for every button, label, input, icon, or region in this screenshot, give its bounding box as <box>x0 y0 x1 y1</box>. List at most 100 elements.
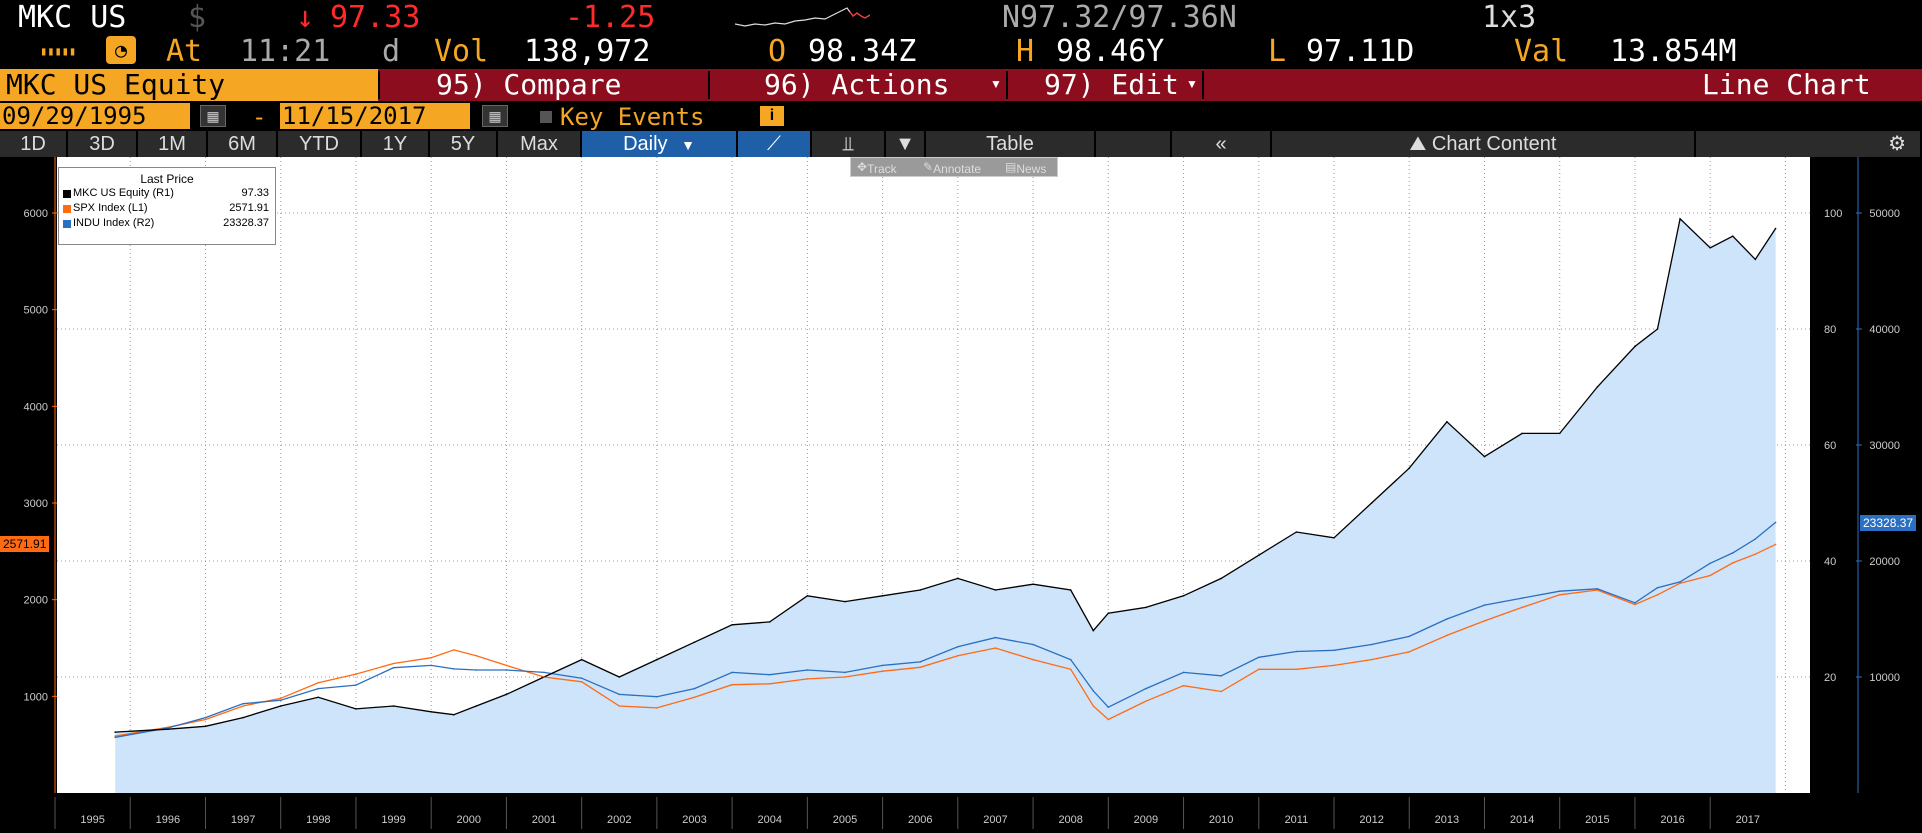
mkc-point <box>430 711 433 713</box>
spx-point <box>1032 658 1034 661</box>
frequency-chevron-icon: ▼ <box>681 137 695 153</box>
chart-style-icon[interactable]: ⫫ <box>812 131 886 157</box>
edit-menu[interactable]: 97) Edit <box>1044 68 1179 101</box>
mkc-point <box>768 621 771 623</box>
mkc-point <box>475 705 478 707</box>
volume-value: 138,972 <box>524 34 651 69</box>
spx-point <box>1774 543 1777 546</box>
x-tick-label: 2015 <box>1585 814 1609 826</box>
range-max-button[interactable]: Max <box>498 131 582 157</box>
mkc-point <box>1634 345 1636 348</box>
x-tick-label: 2007 <box>983 814 1007 826</box>
range-3d-button[interactable]: 3D <box>68 131 138 157</box>
start-date-input[interactable]: 09/29/1995 <box>0 103 190 129</box>
mkc-point <box>204 725 207 728</box>
x-tick-label: 2001 <box>532 814 556 826</box>
indu-point <box>1333 649 1335 652</box>
info-icon[interactable]: i <box>760 106 784 126</box>
x-tick-label: 2008 <box>1058 814 1082 826</box>
x-tick-label: 2002 <box>607 814 631 826</box>
chart-legend: Last Price MKC US Equity (R1) 97.33 SPX … <box>58 167 276 245</box>
spx-point <box>994 647 997 649</box>
table-button[interactable]: Table <box>926 131 1096 157</box>
mkc-point <box>1521 432 1523 435</box>
end-calendar-icon[interactable]: ▦ <box>482 105 508 127</box>
actions-menu[interactable]: 96) Actions <box>764 68 950 101</box>
indu-point <box>317 687 320 690</box>
settings-gear-icon[interactable]: ⚙ <box>1696 131 1922 157</box>
x-tick-label: 2000 <box>457 814 481 826</box>
low-label: L <box>1268 34 1287 69</box>
low-value: 97.11D <box>1306 34 1415 69</box>
indu-point <box>1408 635 1410 638</box>
time-label: At <box>166 34 203 69</box>
spx-point <box>957 654 959 657</box>
indu-last-tag: 23328.37 <box>1860 515 1917 531</box>
spx-point <box>1295 668 1298 671</box>
indu-point <box>693 687 696 690</box>
indu-point <box>1656 586 1659 589</box>
quote-header: MKC US $ ↓ 97.33 -1.25 N97.32/97.36N 1x3 <box>0 0 1922 35</box>
line-chart-icon[interactable]: ⟋ <box>738 131 812 157</box>
legend-swatch <box>63 190 71 198</box>
legend-name: INDU Index (R2) <box>73 217 155 229</box>
edit-dropdown-icon: ▼ <box>1186 77 1198 91</box>
collapse-icon[interactable]: « <box>1172 131 1272 157</box>
range-5y-button[interactable]: 5Y <box>430 131 498 157</box>
delay-clock-icon[interactable]: ◔ <box>106 36 136 64</box>
indu-point <box>768 673 771 676</box>
mkc-point <box>1295 531 1298 533</box>
key-events-label[interactable]: Key Events <box>560 103 705 131</box>
right-axis-2-tick-label: 20000 <box>1869 556 1900 568</box>
frequency-dropdown[interactable]: Daily ▼ <box>582 131 738 157</box>
mkc-point <box>1220 577 1222 580</box>
spx-point <box>618 705 621 707</box>
chart-content-button[interactable]: ⛰ Chart Content <box>1272 131 1696 157</box>
left-axis-tick-label: 1000 <box>24 691 48 703</box>
range-1m-button[interactable]: 1M <box>138 131 208 157</box>
right-axis-1-tick-label: 80 <box>1824 324 1836 336</box>
indu-point <box>1069 658 1072 661</box>
chart-area[interactable]: 1995 1996 1997 1998 1999 2000 2001 2002 2003 2004… <box>0 157 1922 833</box>
mkc-point <box>242 716 244 719</box>
spacer-panel <box>1096 131 1172 157</box>
spx-point <box>430 656 433 659</box>
end-date-input[interactable]: 11/15/2017 <box>280 103 470 129</box>
mkc-area-fill <box>115 218 1776 794</box>
indu-point <box>919 661 921 663</box>
mkc-point <box>114 731 116 733</box>
compare-menu[interactable]: 95) Compare <box>436 68 622 101</box>
range-1y-button[interactable]: 1Y <box>362 131 430 157</box>
mkc-point <box>806 595 809 597</box>
ticker-symbol[interactable]: MKC US <box>18 0 127 35</box>
start-calendar-icon[interactable]: ▦ <box>200 105 226 127</box>
news-tool[interactable]: ▤ News <box>1005 160 1047 176</box>
x-tick-label: 2009 <box>1134 814 1158 826</box>
legend-value: 2571.91 <box>229 202 269 214</box>
left-axis-tick-label: 6000 <box>24 208 48 220</box>
key-events-checkbox[interactable] <box>540 111 552 123</box>
indu-point <box>994 636 997 639</box>
mkc-point <box>919 589 921 591</box>
indu-point <box>1370 643 1373 646</box>
range-ytd-button[interactable]: YTD <box>278 131 362 157</box>
mkc-point <box>881 595 884 597</box>
indu-point <box>1774 521 1777 524</box>
range-1d-button[interactable]: 1D <box>0 131 68 157</box>
x-tick-label: 2014 <box>1510 814 1534 826</box>
range-6m-button[interactable]: 6M <box>208 131 278 157</box>
legend-value: 97.33 <box>241 187 269 199</box>
mkc-point <box>1656 328 1659 330</box>
actions-dropdown-icon: ▼ <box>990 77 1002 91</box>
indu-point <box>957 646 959 648</box>
mkc-point <box>844 600 846 603</box>
indu-point <box>1295 650 1298 653</box>
track-tool[interactable]: ✥ Track <box>857 160 897 176</box>
right-axis-2-tick-label: 40000 <box>1869 324 1900 336</box>
chart-content-icon: ⛰ <box>1409 133 1427 155</box>
bid-ask-size: 1x3 <box>1482 0 1537 35</box>
annotate-tool[interactable]: ✎ Annotate <box>923 160 982 176</box>
chart-style-dropdown-icon[interactable]: ▼ <box>886 131 926 157</box>
news-label: News <box>1016 162 1047 176</box>
security-field[interactable]: MKC US Equity <box>0 69 378 101</box>
